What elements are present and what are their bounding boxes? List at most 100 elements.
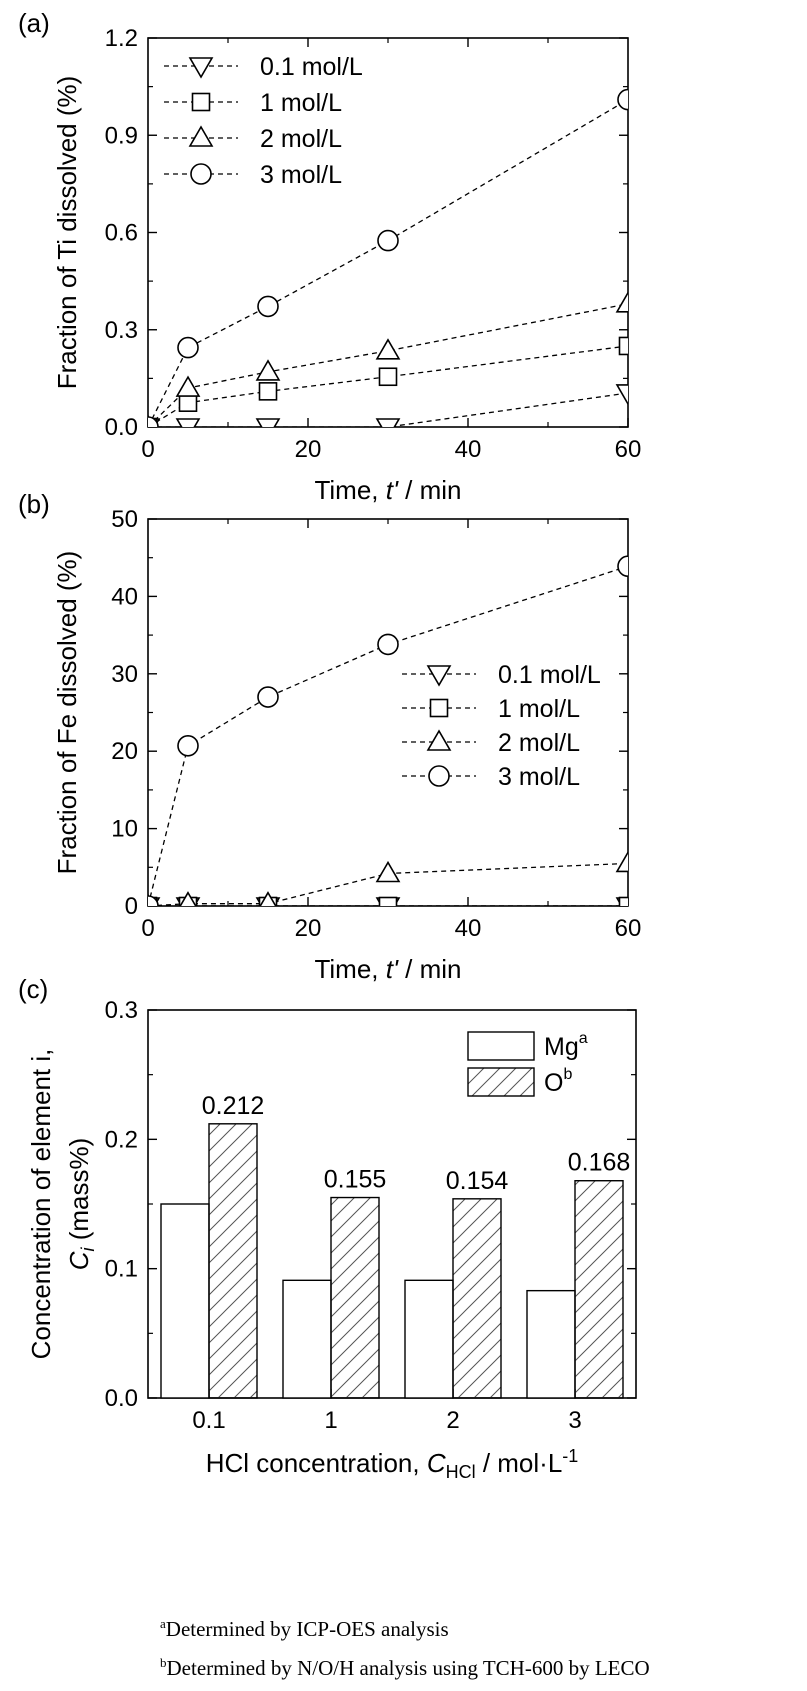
panel-a-ytick-label: 0.0: [105, 414, 138, 441]
panel-a-xtick-label: 40: [455, 436, 482, 463]
panel-c-data-label: 0.212: [202, 1092, 265, 1120]
panel-b-legend-label: 2 mol/L: [498, 729, 580, 757]
panel-c-ytick-label: 0.0: [105, 1385, 138, 1412]
panel-b-ytick-label: 40: [111, 583, 138, 610]
panel-c-bar-mg: [526, 1289, 576, 1399]
panel-a-data-point: [375, 418, 401, 427]
panel-a-data-point: [255, 359, 281, 381]
panel-b-chart: 0 20 40 60 0 10 20 30 40 50 Time, t' / min Fraction…: [18, 489, 641, 984]
panel-a-data-point: [175, 375, 201, 397]
panel-b-ytick-label: 20: [111, 738, 138, 765]
panel-a-ytick-label: 1.2: [105, 25, 138, 52]
panel-a-legend-label: 3 mol/L: [260, 161, 342, 189]
panel-c-panel-label: (c): [18, 974, 48, 1004]
panel-b-data-point: [375, 860, 401, 883]
panel-b-xtick-label: 20: [295, 915, 322, 942]
panel-c-legend-label: Mga: [544, 1030, 588, 1061]
panel-a-ytick-label: 0.9: [105, 122, 138, 149]
panel-c-x-axis-label: HCl concentration, CHCl / mol·L-1: [206, 1446, 579, 1482]
panel-c-chart: 0.0 0.1 0.2 0.3 0.1 0.212 1 0.155 2 0.154 3 0.168 HC…: [18, 974, 637, 1482]
panel-a-chart: 0 20 40 60 0.0 0.3 0.6 0.9 1.2 Time, t' / min Frac…: [18, 8, 641, 505]
panel-a-data-point: [257, 295, 279, 318]
panel-b-data-point: [259, 891, 277, 906]
panel-a-xtick-label: 60: [615, 436, 642, 463]
panel-c-y-axis-label-line2: Ci (mass%): [64, 1138, 98, 1271]
panel-b-x-axis-label: Time, t' / min: [314, 954, 461, 984]
panel-a-data-point: [377, 229, 399, 252]
panel-c-legend-label: Ob: [544, 1066, 572, 1097]
panel-c-ytick-label: 0.1: [105, 1256, 138, 1283]
panel-b-xtick-label: 60: [615, 915, 642, 942]
panel-a-data-point: [378, 367, 398, 387]
footnote-a: aDetermined by ICP-OES analysis: [160, 1616, 449, 1641]
panel-a-data-point: [148, 416, 159, 427]
panel-a-data-point: [615, 291, 628, 313]
panel-a-xtick-label: 20: [295, 436, 322, 463]
panel-b-data-point: [148, 895, 159, 906]
panel-c-data-label: 0.168: [568, 1149, 631, 1177]
panel-a-series-line: [148, 99, 628, 427]
panel-b-legend-marker: [426, 729, 452, 751]
panel-b-data-point: [617, 555, 628, 578]
panel-b-data-point: [179, 891, 197, 906]
panel-b-legend-marker: [426, 665, 452, 687]
panel-b-xtick-label: 0: [141, 915, 154, 942]
panel-a-data-point: [375, 338, 401, 360]
panel-b-data-point: [257, 686, 279, 708]
panel-a-legend-marker: [190, 163, 212, 185]
panel-c-ytick-label: 0.3: [105, 997, 138, 1024]
panel-b-series-line: [148, 565, 628, 906]
panel-a-legend-marker: [188, 57, 214, 79]
panel-c-bar-o: [330, 1196, 380, 1399]
panel-b-ytick-label: 10: [111, 816, 138, 843]
panel-b-legend-label: 1 mol/L: [498, 695, 580, 723]
panel-b-panel-label: (b): [18, 489, 50, 519]
panel-b-y-axis-label: Fraction of Fe dissolved (%): [52, 551, 82, 875]
panel-b-legend-marker: [429, 698, 449, 718]
panel-c-data-label: 0.154: [446, 1167, 509, 1195]
panel-b-ytick-label: 50: [111, 506, 138, 533]
panel-b-ytick-label: 0: [125, 893, 138, 920]
panel-c-bar-mg: [160, 1203, 210, 1399]
panel-c-bar-mg: [404, 1279, 454, 1399]
panel-a-plot-area: [148, 88, 628, 427]
panel-c-bar-mg: [282, 1279, 332, 1399]
panel-a-x-axis-label: Time, t' / min: [314, 475, 461, 505]
panel-a-legend-label: 1 mol/L: [260, 89, 342, 117]
panel-c-xtick-label: 2: [446, 1407, 459, 1434]
panel-a-panel-label: (a): [18, 8, 50, 38]
panel-b-data-point: [177, 734, 199, 757]
panel-b-data-point: [615, 850, 628, 873]
panel-a-y-axis-label: Fraction of Ti dissolved (%): [52, 76, 82, 390]
panel-a-data-point: [255, 418, 281, 427]
panel-a-legend-label: 0.1 mol/L: [260, 53, 363, 81]
panel-a-data-point: [615, 384, 628, 406]
panel-b-data-point: [377, 633, 399, 656]
footnote-b: bDetermined by N/O/H analysis using TCH-…: [160, 1655, 650, 1680]
panel-c-y-axis-label-line1: Concentration of element i,: [26, 1049, 56, 1360]
panel-c-legend-swatch: [467, 1031, 535, 1061]
panel-a-data-point: [617, 88, 628, 111]
panel-a-ytick-label: 0.3: [105, 317, 138, 344]
panel-b-data-point: [618, 896, 628, 906]
panel-c-ytick-label: 0.2: [105, 1126, 138, 1153]
panel-a-ytick-label: 0.6: [105, 220, 138, 247]
panel-a-series-line: [148, 303, 628, 427]
panel-a-legend-marker: [191, 92, 211, 112]
panel-c-xtick-label: 0.1: [192, 1407, 225, 1434]
panel-c-xtick-label: 1: [324, 1407, 337, 1434]
panel-b-legend-marker: [428, 765, 450, 787]
panel-c-xtick-label: 3: [568, 1407, 581, 1434]
panel-a-data-point: [175, 418, 201, 427]
panel-b-ytick-label: 30: [111, 661, 138, 688]
panel-c-bar-o: [574, 1180, 624, 1399]
panel-c-legend-swatch: [467, 1067, 535, 1097]
panel-c-bar-o: [452, 1198, 502, 1399]
panel-a-legend-label: 2 mol/L: [260, 125, 342, 153]
panel-b-legend-label: 0.1 mol/L: [498, 661, 601, 689]
panel-b-data-point: [378, 896, 398, 906]
panel-a-xtick-label: 0: [141, 436, 154, 463]
panel-a-data-point: [618, 336, 628, 356]
panel-a-legend-marker: [188, 125, 214, 147]
panel-b-plot-area: [148, 555, 628, 906]
